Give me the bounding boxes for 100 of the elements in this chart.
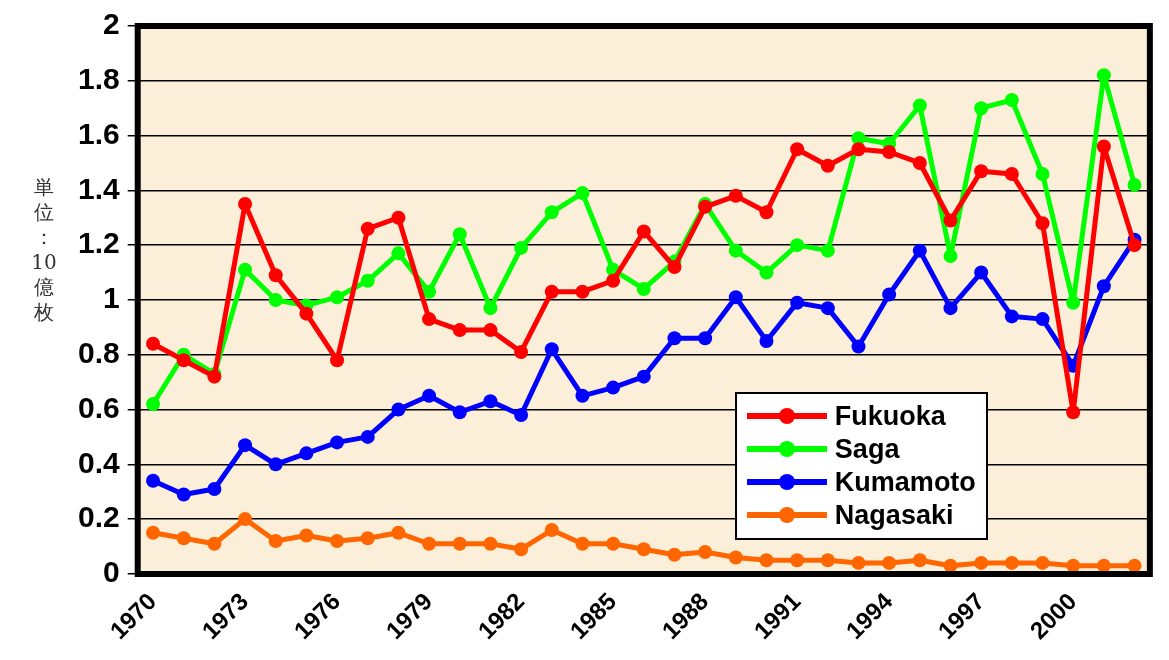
point [1127, 177, 1142, 192]
point [636, 281, 651, 296]
point [238, 512, 253, 527]
point [514, 542, 529, 557]
point [544, 205, 559, 220]
y-tick-label: 1.6 [77, 116, 120, 150]
y-tick-label: 0.8 [77, 336, 120, 369]
point [912, 98, 927, 113]
point [882, 287, 897, 302]
point [207, 481, 222, 496]
point [422, 284, 437, 299]
point [759, 334, 774, 349]
point [360, 429, 375, 444]
y-tick-label: 2 [103, 7, 120, 41]
legend-label: Kumamoto [834, 465, 976, 499]
point [698, 331, 713, 346]
point [391, 525, 406, 540]
y-tick-label: 0.4 [77, 445, 120, 479]
y-tick-label: 0 [103, 555, 120, 589]
point [544, 342, 559, 357]
point [759, 205, 774, 220]
point [360, 531, 375, 546]
point [790, 238, 805, 253]
point [299, 446, 314, 461]
point [483, 394, 498, 409]
point [851, 142, 866, 157]
point [330, 534, 345, 549]
point [1004, 166, 1019, 181]
point [207, 536, 222, 551]
point [943, 558, 958, 573]
point [636, 542, 651, 557]
point [790, 553, 805, 568]
point [820, 243, 835, 258]
point [636, 224, 651, 239]
y-tick-label: 0.2 [77, 500, 120, 534]
point [1096, 279, 1111, 294]
point [1004, 309, 1019, 324]
point [238, 197, 253, 212]
point [1127, 238, 1142, 253]
point [575, 536, 590, 551]
point [268, 268, 283, 283]
point [1004, 555, 1019, 570]
point [728, 550, 743, 565]
point [391, 402, 406, 417]
point [606, 273, 621, 288]
point [238, 262, 253, 277]
point [238, 438, 253, 453]
point [974, 164, 989, 179]
point [728, 290, 743, 305]
point [514, 408, 529, 422]
point [728, 243, 743, 258]
point [360, 273, 375, 288]
point [912, 155, 927, 170]
point [882, 555, 897, 570]
point [422, 312, 437, 327]
point [452, 536, 467, 551]
y-tick-label: 1.8 [77, 62, 120, 96]
point [790, 295, 805, 310]
y-tick-label: 0.6 [77, 390, 120, 424]
point [514, 240, 529, 255]
legend-label: Fukuoka [834, 399, 946, 433]
point [483, 301, 498, 316]
legend-label: Saga [834, 432, 900, 466]
point [575, 284, 590, 299]
point [606, 536, 621, 551]
point [360, 221, 375, 236]
point [1066, 295, 1081, 310]
point [1035, 555, 1050, 570]
point [176, 487, 191, 502]
point [176, 531, 191, 546]
point [268, 457, 283, 472]
point [146, 473, 161, 488]
point [606, 380, 621, 395]
y-tick-label: 1 [103, 281, 120, 315]
point [330, 290, 345, 305]
point [882, 145, 897, 160]
point [422, 388, 437, 403]
point [146, 336, 161, 351]
point [974, 555, 989, 570]
point [759, 265, 774, 280]
point [943, 301, 958, 316]
point [391, 210, 406, 225]
point [1035, 166, 1050, 181]
point [544, 284, 559, 299]
point [299, 306, 314, 321]
y-tick-label: 1.2 [77, 226, 120, 260]
point [575, 186, 590, 201]
point [1096, 558, 1111, 573]
point [1035, 216, 1050, 231]
point [943, 213, 958, 228]
point [728, 188, 743, 203]
point [943, 249, 958, 264]
point [514, 344, 529, 359]
point [1096, 68, 1111, 83]
point [146, 397, 161, 412]
point [330, 435, 345, 450]
point [422, 536, 437, 551]
point [974, 101, 989, 116]
point [667, 260, 682, 275]
y-tick-label: 1.4 [77, 171, 120, 205]
